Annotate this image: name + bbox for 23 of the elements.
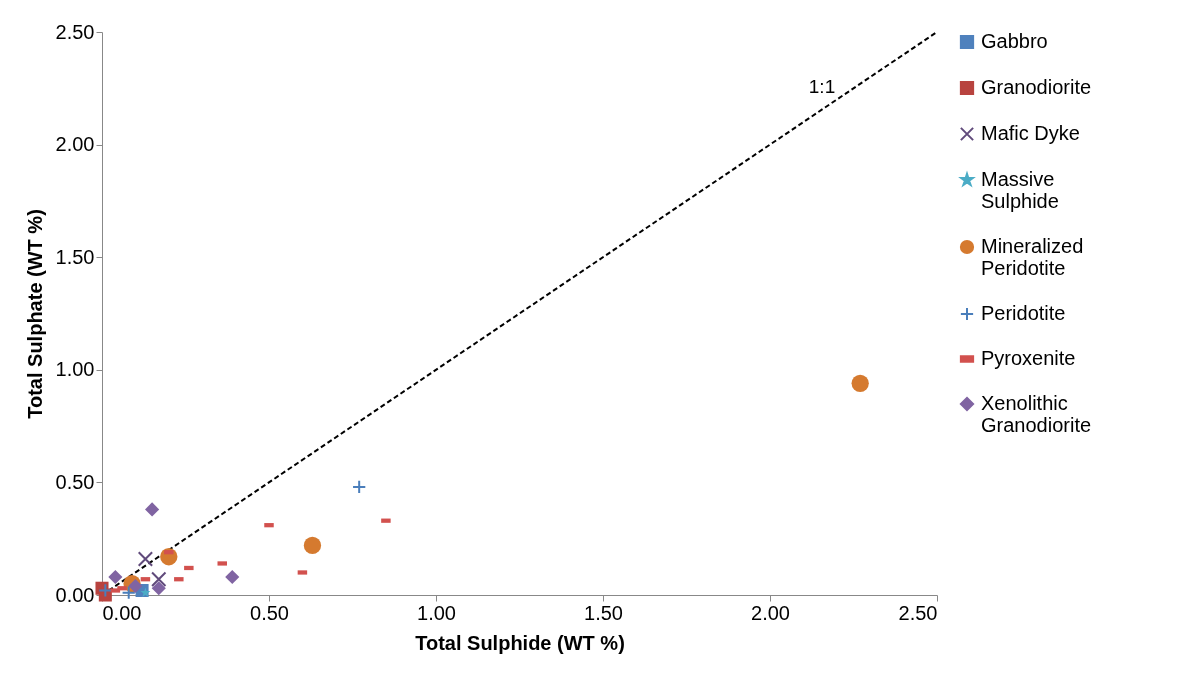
y-tick-label: 2.50: [55, 20, 95, 43]
y-tick-label: 1.50: [55, 245, 95, 268]
y-tick-label: 2.00: [55, 133, 95, 156]
y-tick-label: 0.50: [55, 470, 95, 493]
x-tick-label: 2.00: [751, 601, 790, 624]
x-axis-title: Total Sulphide (WT %): [415, 631, 625, 654]
y-axis-title: Total Sulphate (WT %): [23, 209, 46, 419]
x-tick-label: 1.50: [584, 601, 623, 624]
annotation: 1:1: [808, 76, 836, 97]
y-tick-label: 0.00: [55, 583, 95, 606]
x-tick-label: 1.00: [417, 601, 456, 624]
x-tick-label: 2.50: [898, 601, 938, 624]
y-tick-label: 1.00: [55, 358, 95, 381]
legend-label: Granodiorite: [981, 76, 1092, 98]
legend-label: Massive Sulphide: [981, 168, 1059, 212]
legend-label: Pyroxenite: [981, 347, 1076, 369]
legend-label: Xenolithic Granodiorite: [981, 392, 1092, 436]
legend-label: Peridotite: [981, 302, 1066, 324]
legend-label: Gabbro: [981, 30, 1048, 52]
legend-label: Mafic Dyke: [981, 122, 1080, 144]
x-tick-label: 0.00: [102, 601, 142, 624]
legend-label: Mineralized Peridotite: [981, 235, 1084, 279]
x-tick-label: 0.50: [250, 601, 289, 624]
